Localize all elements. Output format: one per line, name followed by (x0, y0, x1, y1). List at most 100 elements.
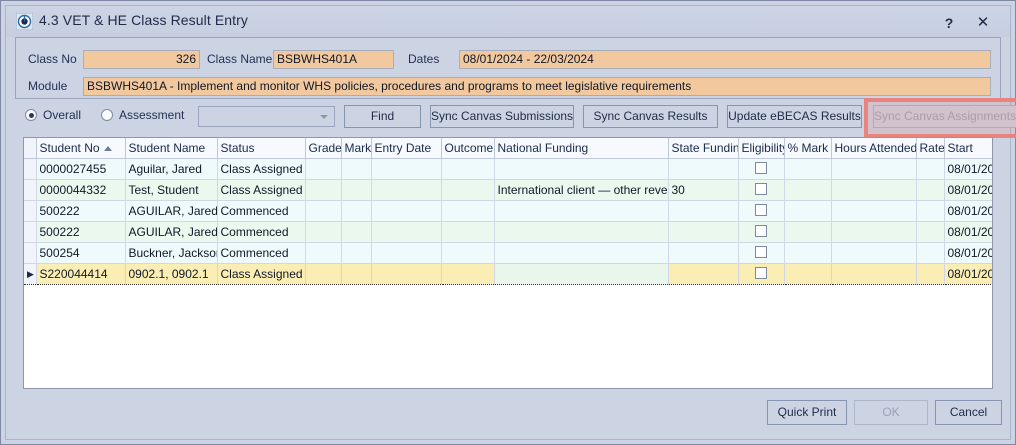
column-header-state-funding[interactable]: State Funding (668, 138, 739, 159)
eligibility-checkbox[interactable] (755, 266, 767, 279)
column-header-grade[interactable]: Grade (305, 138, 342, 159)
cell-student-no[interactable]: 500222 (36, 221, 126, 243)
column-header-rate[interactable]: Rate (916, 138, 945, 159)
cell-mark[interactable] (341, 179, 372, 201)
row-indicator[interactable] (24, 221, 37, 243)
find-button[interactable]: Find (344, 105, 421, 128)
dates-field[interactable]: 08/01/2024 - 22/03/2024 (459, 50, 991, 69)
cell-start[interactable]: 08/01/2024 (944, 221, 992, 243)
cell-rate[interactable] (916, 242, 945, 264)
assessment-dropdown[interactable] (198, 106, 335, 127)
cell-grade[interactable] (305, 158, 342, 180)
cell-pct-mark[interactable] (784, 263, 832, 285)
cell-student-no[interactable]: 500254 (36, 242, 126, 264)
help-button[interactable]: ? (944, 15, 954, 31)
cell-entry-date[interactable] (371, 242, 442, 264)
column-header-national-funding[interactable]: National Funding (494, 138, 669, 159)
cell-state-funding[interactable]: 30 (668, 179, 739, 201)
cell-mark[interactable] (341, 221, 372, 243)
column-header-start[interactable]: Start (944, 138, 992, 159)
cell-grade[interactable] (305, 242, 342, 264)
cell-pct-mark[interactable] (784, 158, 832, 180)
cell-grade[interactable] (305, 200, 342, 222)
sync-canvas-results-button[interactable]: Sync Canvas Results (583, 105, 718, 128)
cell-grade[interactable] (305, 263, 342, 285)
row-indicator[interactable]: ▶ (24, 263, 37, 285)
cell-mark[interactable] (341, 200, 372, 222)
table-row[interactable]: 0000027455 Aguilar, Jared Class Assigned 08… (24, 158, 992, 180)
column-header-status[interactable]: Status (217, 138, 306, 159)
cell-rate[interactable] (916, 263, 945, 285)
column-header-mark[interactable]: Mark (341, 138, 372, 159)
close-button[interactable]: ✕ (976, 14, 990, 31)
cell-status[interactable]: Class Assigned (217, 158, 306, 180)
cell-outcome[interactable] (441, 221, 495, 243)
cell-grade[interactable] (305, 179, 342, 201)
cell-hours-attended[interactable] (831, 242, 917, 264)
cell-state-funding[interactable] (668, 221, 739, 243)
cell-rate[interactable] (916, 158, 945, 180)
cell-student-name[interactable]: Buckner, Jackson (125, 242, 218, 264)
cell-eligibility-ex[interactable] (738, 200, 785, 222)
cell-student-no[interactable]: S220044414 (36, 263, 126, 285)
cell-state-funding[interactable] (668, 158, 739, 180)
cell-grade[interactable] (305, 221, 342, 243)
cell-entry-date[interactable] (371, 221, 442, 243)
row-indicator[interactable] (24, 158, 37, 180)
cell-hours-attended[interactable] (831, 263, 917, 285)
row-indicator[interactable] (24, 179, 37, 201)
cell-student-no[interactable]: 0000044332 (36, 179, 126, 201)
cell-national-funding[interactable] (494, 200, 669, 222)
class-no-field[interactable]: 326 (83, 50, 200, 69)
cell-state-funding[interactable] (668, 200, 739, 222)
cell-start[interactable]: 08/01/2024 (944, 200, 992, 222)
cell-entry-date[interactable] (371, 158, 442, 180)
cell-student-name[interactable]: Test, Student (125, 179, 218, 201)
column-header-pct-mark[interactable]: % Mark (784, 138, 832, 159)
cell-eligibility-ex[interactable] (738, 179, 785, 201)
cell-start[interactable]: 08/01/2024 (944, 179, 992, 201)
cell-mark[interactable] (341, 242, 372, 264)
cell-state-funding[interactable] (668, 242, 739, 264)
sync-canvas-submissions-button[interactable]: Sync Canvas Submissions (430, 105, 574, 128)
cell-rate[interactable] (916, 179, 945, 201)
module-field[interactable]: BSBWHS401A - Implement and monitor WHS p… (83, 77, 991, 96)
class-name-field[interactable]: BSBWHS401A (273, 50, 394, 69)
cell-start[interactable]: 08/01/2024 (944, 263, 992, 285)
table-row[interactable]: ▶ S220044414 0902.1, 0902.1 Class Assigned 0… (24, 263, 992, 285)
cell-entry-date[interactable] (371, 179, 442, 201)
column-header-hours-attended[interactable]: Hours Attended (831, 138, 917, 159)
cell-status[interactable]: Class Assigned (217, 263, 306, 285)
column-header-outcome[interactable]: Outcome (441, 138, 495, 159)
eligibility-checkbox[interactable] (755, 224, 767, 237)
cell-state-funding[interactable] (668, 263, 739, 285)
eligibility-checkbox[interactable] (755, 203, 767, 216)
cell-entry-date[interactable] (371, 263, 442, 285)
sync-canvas-assignments-button[interactable]: Sync Canvas Assignments (873, 105, 1016, 128)
cell-pct-mark[interactable] (784, 179, 832, 201)
cell-eligibility-ex[interactable] (738, 242, 785, 264)
cell-student-name[interactable]: 0902.1, 0902.1 (125, 263, 218, 285)
eligibility-checkbox[interactable] (755, 161, 767, 174)
cell-outcome[interactable] (441, 158, 495, 180)
radio-assessment[interactable]: Assessment (101, 108, 184, 122)
cell-status[interactable]: Commenced (217, 200, 306, 222)
results-grid[interactable]: Student No Student Name Status Grade Mar… (23, 137, 993, 389)
column-header-student-no[interactable]: Student No (36, 138, 126, 159)
cell-status[interactable]: Commenced (217, 242, 306, 264)
radio-overall[interactable]: Overall (25, 108, 81, 122)
cell-national-funding[interactable] (494, 158, 669, 180)
cell-hours-attended[interactable] (831, 179, 917, 201)
eligibility-checkbox[interactable] (755, 245, 767, 258)
cell-hours-attended[interactable] (831, 221, 917, 243)
cell-outcome[interactable] (441, 200, 495, 222)
cell-student-no[interactable]: 500222 (36, 200, 126, 222)
cell-mark[interactable] (341, 158, 372, 180)
cell-pct-mark[interactable] (784, 242, 832, 264)
cell-national-funding[interactable]: International client — other revenue (494, 179, 669, 201)
row-indicator[interactable] (24, 242, 37, 264)
cell-outcome[interactable] (441, 242, 495, 264)
